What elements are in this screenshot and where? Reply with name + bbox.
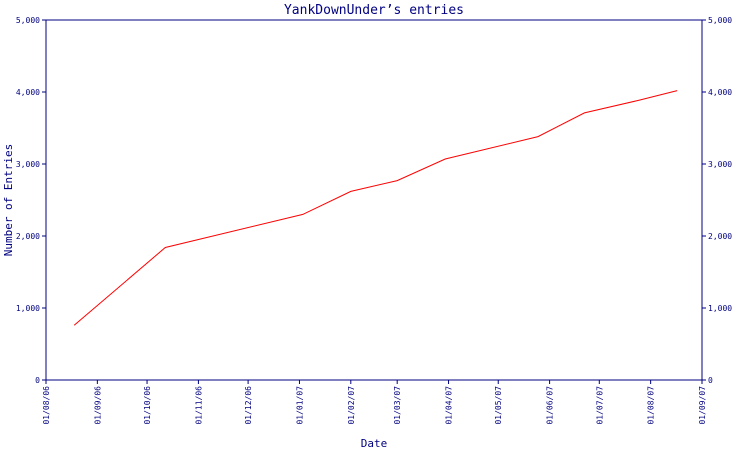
x-tick-label: 01/09/07 bbox=[698, 386, 707, 425]
x-tick-label: 01/06/07 bbox=[546, 386, 555, 425]
x-tick-label: 01/02/07 bbox=[347, 386, 356, 425]
x-tick-label: 01/05/07 bbox=[494, 386, 503, 425]
x-tick-label: 01/07/07 bbox=[595, 386, 604, 425]
x-tick-label: 01/08/06 bbox=[42, 386, 51, 425]
y-tick-label: 4,000 bbox=[16, 88, 40, 97]
y-tick-label: 1,000 bbox=[16, 304, 40, 313]
x-axis-label: Date bbox=[361, 437, 388, 450]
x-tick-label: 01/08/07 bbox=[647, 386, 656, 425]
y-tick-label: 2,000 bbox=[16, 232, 40, 241]
chart-title: YankDownUnder’s entries bbox=[284, 3, 464, 18]
x-tick-label: 01/11/06 bbox=[194, 386, 203, 425]
data-line bbox=[73, 90, 678, 326]
y-axis-label: Number of Entries bbox=[2, 144, 15, 257]
x-tick-label: 01/01/07 bbox=[295, 386, 304, 425]
y2-tick-label: 2,000 bbox=[708, 232, 732, 241]
y2-tick-label: 3,000 bbox=[708, 160, 732, 169]
y2-tick-label: 1,000 bbox=[708, 304, 732, 313]
y-tick-label: 3,000 bbox=[16, 160, 40, 169]
x-tick-label: 01/09/06 bbox=[93, 386, 102, 425]
x-tick-label: 01/10/06 bbox=[143, 386, 152, 425]
plot-frame bbox=[45, 19, 703, 381]
x-tick-label: 01/03/07 bbox=[393, 386, 402, 425]
x-tick-label: 01/04/07 bbox=[445, 386, 454, 425]
y2-tick-label: 5,000 bbox=[708, 16, 732, 25]
y2-tick-label: 4,000 bbox=[708, 88, 732, 97]
y-tick-label: 0 bbox=[35, 376, 40, 385]
y-tick-label: 5,000 bbox=[16, 16, 40, 25]
y2-tick-label: 0 bbox=[708, 376, 713, 385]
x-tick-label: 01/12/06 bbox=[244, 386, 253, 425]
